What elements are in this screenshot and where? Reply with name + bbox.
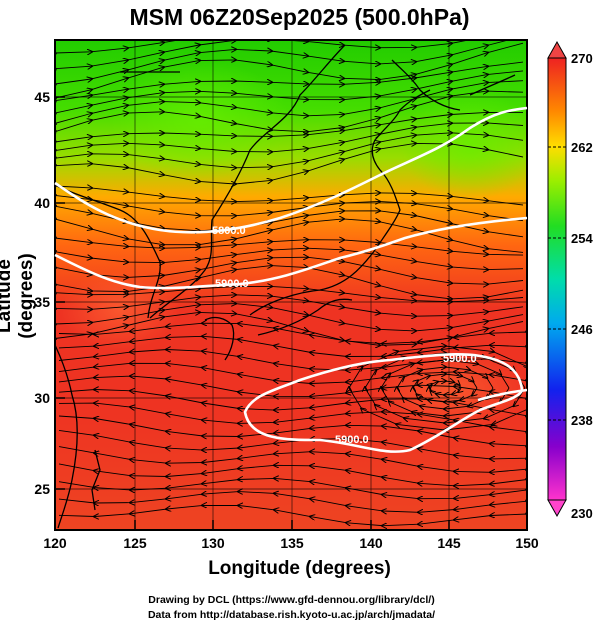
- contour-labels: 5800.0 5900.0 5900.0 5900.0: [212, 225, 477, 446]
- x-tick: 125: [123, 535, 147, 551]
- x-tick: 140: [359, 535, 383, 551]
- colorbar-tick: 270: [571, 51, 593, 66]
- contour-5800-south: [54, 216, 528, 290]
- map-title: MSM 06Z20Sep2025 (500.0hPa): [129, 4, 470, 30]
- colorbar-tick: 238: [571, 413, 593, 428]
- contour-5800-north: [54, 106, 528, 234]
- colorbar-top-arrow: [547, 40, 567, 59]
- y-axis-ticks: 25 30 35 40 45: [34, 89, 50, 497]
- colorbar-tick: 230: [571, 506, 593, 521]
- y-tick: 30: [34, 390, 50, 406]
- contour-label-5900-east: 5900.0: [443, 353, 477, 365]
- y-tick: 45: [34, 89, 50, 105]
- contour-label-5800-north: 5800.0: [212, 225, 246, 237]
- x-tick: 150: [515, 535, 539, 551]
- colorbar-tick: 246: [571, 322, 593, 337]
- y-tick: 25: [34, 481, 50, 497]
- wind-streamlines: [55, 40, 527, 525]
- x-tick: 145: [437, 535, 461, 551]
- x-axis-ticks: 120 125 130 135 140 145 150: [43, 535, 539, 551]
- x-axis-label: Longitude (degrees): [208, 558, 391, 579]
- colorbar: 270 262 254 246 238 230: [547, 40, 593, 521]
- colorbar-tick: 254: [571, 231, 593, 246]
- y-tick: 35: [34, 294, 50, 310]
- credit-data-source: Data from http://database.rish.kyoto-u.a…: [147, 609, 436, 621]
- contour-5900-east: [477, 388, 528, 402]
- coastlines: [55, 44, 516, 529]
- streamline: [349, 346, 527, 430]
- streamline: [55, 143, 524, 184]
- colorbar-bottom-arrow: [547, 499, 567, 518]
- height-contours: [54, 106, 528, 453]
- credit-dcl: Drawing by DCL (https://www.gfd-dennou.o…: [148, 594, 435, 606]
- x-tick: 130: [201, 535, 225, 551]
- x-tick: 120: [43, 535, 67, 551]
- y-tick: 40: [34, 195, 50, 211]
- x-tick: 135: [280, 535, 304, 551]
- contour-label-5800-south: 5900.0: [215, 278, 249, 290]
- streamline: [58, 505, 527, 525]
- contour-label-5900-south: 5900.0: [335, 434, 369, 446]
- colorbar-tick: 262: [571, 140, 593, 155]
